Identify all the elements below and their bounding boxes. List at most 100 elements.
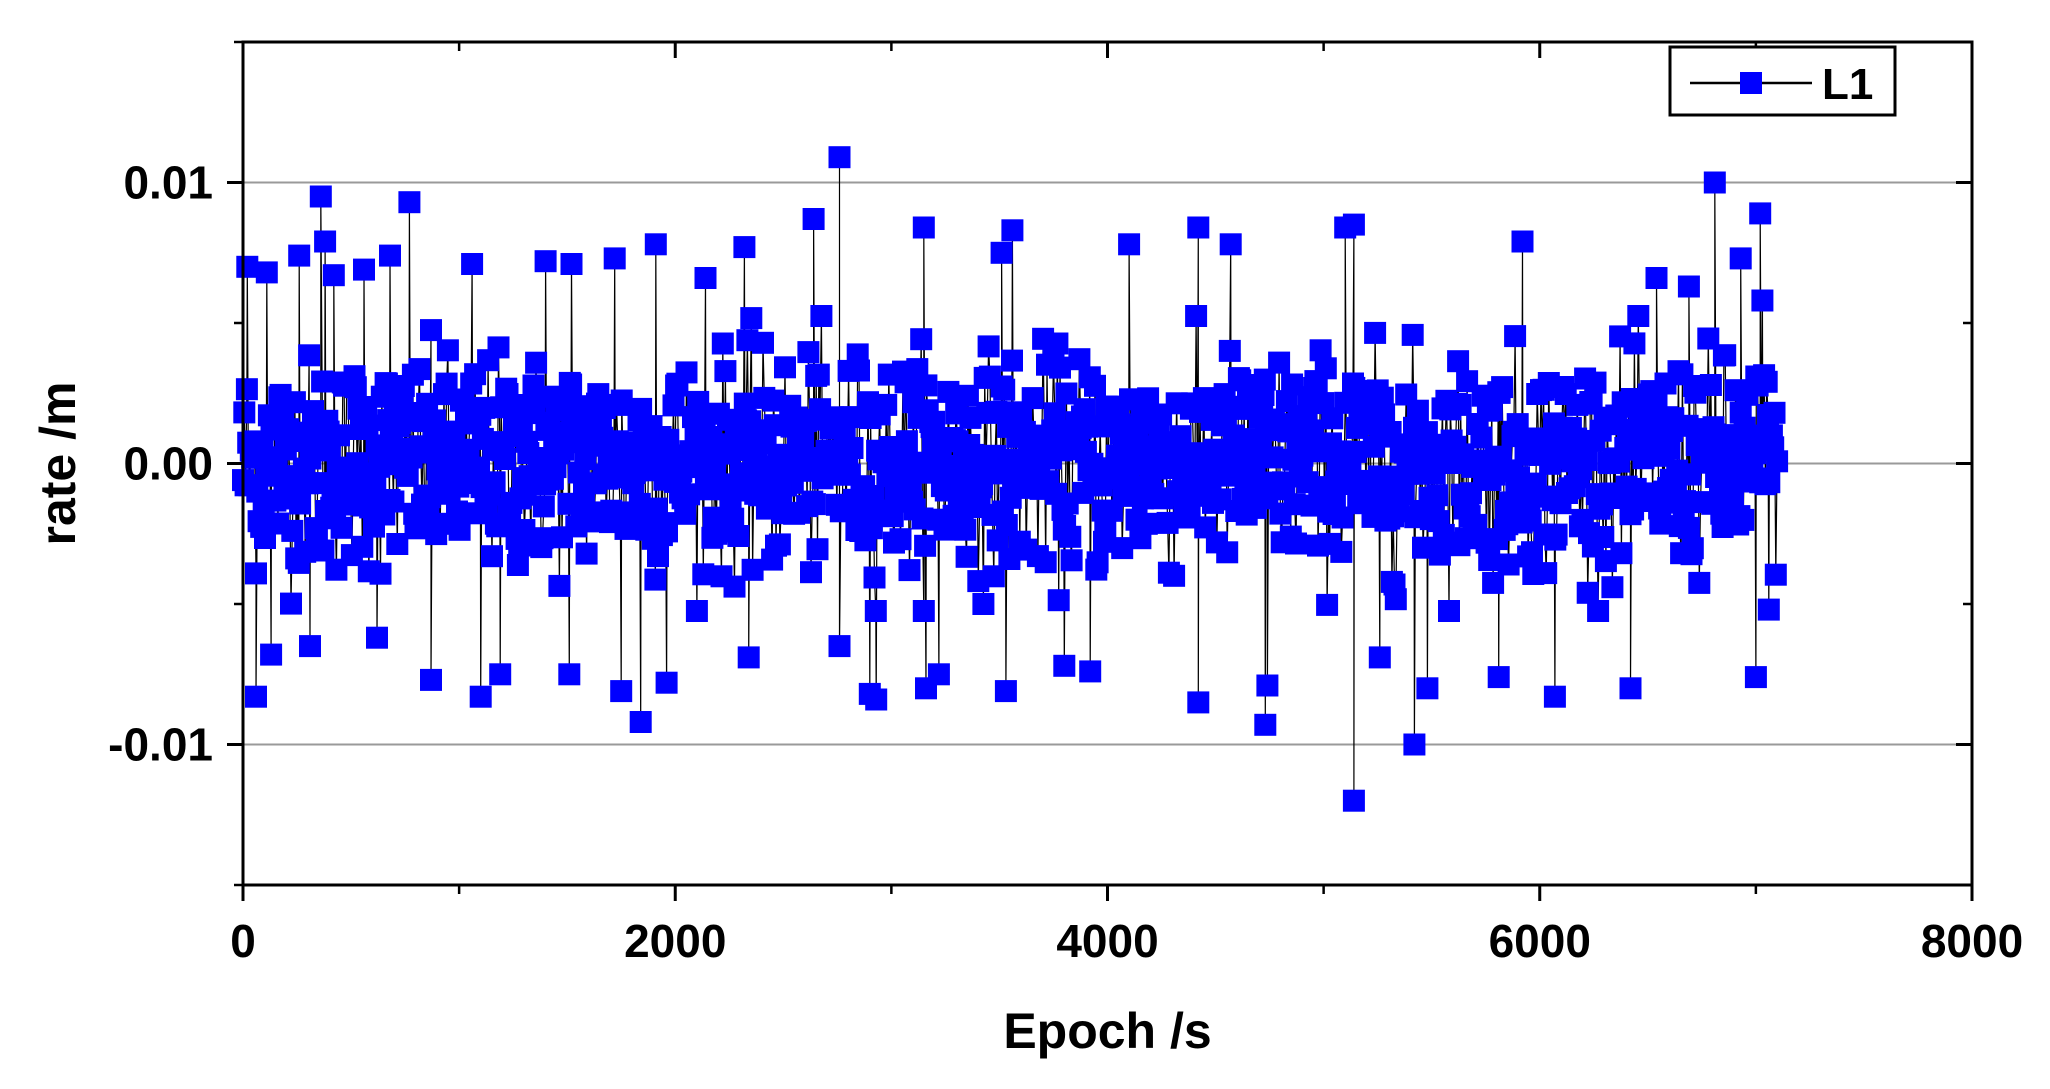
data-point xyxy=(548,574,571,597)
data-point xyxy=(560,373,583,396)
data-point xyxy=(446,500,468,523)
data-point xyxy=(910,328,933,351)
data-point xyxy=(864,600,887,622)
data-point xyxy=(1576,581,1599,604)
data-point xyxy=(954,518,977,541)
data-point xyxy=(531,527,554,550)
data-point xyxy=(1732,508,1755,531)
data-point xyxy=(993,378,1016,401)
data-point xyxy=(881,505,904,528)
data-point xyxy=(429,512,452,535)
data-point xyxy=(733,392,756,415)
data-point xyxy=(1681,537,1704,560)
data-point xyxy=(299,635,321,658)
data-point xyxy=(1034,551,1057,574)
data-point xyxy=(1545,523,1568,546)
data-point xyxy=(1261,446,1284,469)
data-point xyxy=(644,233,667,256)
data-point xyxy=(1521,541,1543,564)
data-point xyxy=(1047,589,1070,612)
data-point xyxy=(656,520,678,543)
data-point xyxy=(255,261,278,284)
data-point xyxy=(629,711,652,733)
data-point xyxy=(998,548,1021,570)
data-point xyxy=(525,351,548,374)
data-point xyxy=(281,519,304,542)
data-point xyxy=(848,359,870,382)
data-point xyxy=(1218,339,1241,362)
data-point xyxy=(733,236,756,259)
data-point xyxy=(723,575,746,598)
data-point xyxy=(740,307,763,330)
data-point xyxy=(1482,571,1505,594)
data-point xyxy=(560,253,583,275)
data-point xyxy=(1535,562,1558,585)
data-point xyxy=(912,600,935,622)
x-tick-label: 4000 xyxy=(1056,915,1158,967)
data-point xyxy=(647,545,669,568)
data-point xyxy=(1751,289,1774,312)
data-point xyxy=(915,374,938,397)
data-point xyxy=(473,396,496,419)
data-point xyxy=(1219,233,1242,256)
data-point xyxy=(655,671,678,694)
data-point xyxy=(675,361,698,384)
data-point xyxy=(955,545,978,568)
data-point xyxy=(501,394,524,416)
data-point xyxy=(1314,357,1337,380)
y-tick-label: -0.01 xyxy=(108,719,213,771)
data-point xyxy=(1688,571,1711,594)
data-point xyxy=(1401,323,1424,346)
data-point xyxy=(678,483,701,506)
data-point xyxy=(435,372,458,395)
data-point xyxy=(1416,677,1439,700)
data-point xyxy=(971,473,994,496)
data-point xyxy=(1243,457,1266,480)
data-point xyxy=(603,247,626,270)
data-point xyxy=(914,534,937,557)
y-axis-title: rate /m xyxy=(30,382,86,546)
data-point xyxy=(1438,600,1460,622)
data-point xyxy=(1392,483,1415,506)
data-point xyxy=(1658,437,1681,460)
data-point xyxy=(534,250,557,273)
data-point xyxy=(1342,789,1365,812)
data-point xyxy=(328,424,350,447)
data-point xyxy=(1086,551,1109,574)
data-point xyxy=(972,593,995,615)
data-point xyxy=(1763,401,1786,424)
data-point xyxy=(803,493,826,516)
data-point xyxy=(898,559,921,582)
data-point xyxy=(1330,540,1353,563)
data-point xyxy=(797,341,820,364)
data-point xyxy=(280,592,302,615)
data-point xyxy=(840,406,863,429)
data-point xyxy=(1118,233,1141,256)
data-point xyxy=(634,459,656,482)
data-point xyxy=(806,538,829,561)
data-point xyxy=(416,392,439,415)
data-point xyxy=(995,514,1018,536)
data-point xyxy=(1001,349,1023,372)
data-point xyxy=(1010,403,1033,426)
data-point xyxy=(694,267,717,289)
data-point xyxy=(1465,513,1488,536)
data-point xyxy=(956,384,979,407)
data-point xyxy=(1043,402,1066,425)
data-point xyxy=(1268,351,1291,374)
data-point xyxy=(1216,541,1239,564)
data-point xyxy=(1001,219,1024,242)
data-point xyxy=(1757,598,1780,621)
data-point xyxy=(692,563,715,586)
data-point xyxy=(522,374,545,397)
data-point xyxy=(1677,275,1700,298)
data-point xyxy=(532,495,555,518)
data-point xyxy=(1645,267,1668,289)
data-point xyxy=(1491,376,1514,399)
data-point xyxy=(312,539,335,562)
data-point xyxy=(752,331,774,354)
legend-marker xyxy=(1740,72,1762,94)
data-point xyxy=(1275,390,1298,413)
data-point xyxy=(274,438,297,461)
data-point xyxy=(889,528,912,551)
